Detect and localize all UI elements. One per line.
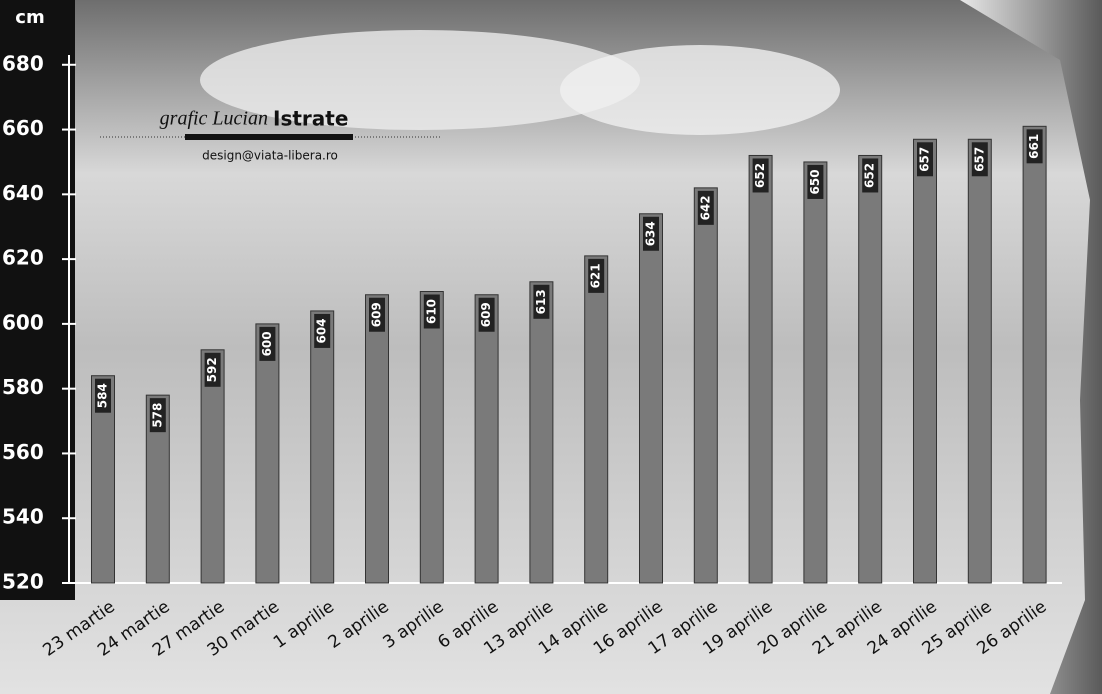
y-tick-label: 640 bbox=[2, 181, 44, 205]
y-tick-label: 580 bbox=[2, 375, 44, 399]
value-label-bg bbox=[423, 294, 440, 329]
credit-name: grafic Lucian bbox=[160, 108, 268, 130]
value-label-bg bbox=[752, 158, 769, 193]
bar bbox=[803, 161, 828, 584]
value-label: 634 bbox=[644, 221, 658, 246]
credit-surname: Istrate bbox=[273, 107, 348, 131]
value-label: 621 bbox=[589, 263, 603, 288]
value-label-bg bbox=[697, 190, 714, 225]
bar bbox=[255, 323, 280, 584]
value-label: 657 bbox=[972, 147, 986, 172]
value-label: 613 bbox=[534, 289, 548, 314]
value-label-bg bbox=[369, 297, 385, 332]
bar bbox=[91, 375, 115, 584]
cloud bbox=[200, 30, 640, 130]
value-label-bg bbox=[1026, 129, 1043, 164]
cloud bbox=[560, 45, 840, 135]
value-label: 609 bbox=[479, 302, 493, 327]
value-label-bg bbox=[95, 378, 111, 413]
y-axis-label: cm bbox=[15, 7, 44, 28]
bar bbox=[693, 187, 718, 584]
value-label: 600 bbox=[260, 331, 274, 356]
value-label: 652 bbox=[863, 163, 877, 188]
bar bbox=[967, 138, 992, 584]
bar bbox=[858, 154, 883, 584]
bar bbox=[310, 310, 335, 584]
bar bbox=[474, 294, 499, 584]
bar bbox=[913, 138, 937, 584]
value-label: 661 bbox=[1027, 134, 1041, 159]
y-tick-label: 680 bbox=[2, 51, 44, 75]
bar bbox=[584, 255, 609, 584]
value-label: 610 bbox=[424, 299, 438, 324]
bar bbox=[1022, 125, 1047, 584]
y-tick-label: 620 bbox=[2, 246, 44, 270]
value-label: 592 bbox=[205, 357, 219, 382]
value-label-bg bbox=[533, 284, 550, 319]
value-label-bg bbox=[149, 398, 166, 433]
value-label: 657 bbox=[918, 147, 932, 172]
value-label-bg bbox=[204, 352, 221, 387]
y-tick-label: 520 bbox=[2, 570, 44, 594]
value-label-bg bbox=[643, 216, 659, 251]
bar bbox=[529, 281, 554, 584]
value-label: 652 bbox=[753, 163, 767, 188]
value-label: 604 bbox=[315, 318, 329, 343]
value-label-bg bbox=[807, 164, 824, 199]
bar bbox=[639, 213, 663, 584]
y-tick-label: 560 bbox=[2, 440, 44, 464]
bar bbox=[419, 291, 444, 584]
value-label: 578 bbox=[150, 403, 164, 428]
credit-email: design@viata-libera.ro bbox=[202, 149, 338, 163]
value-label-bg bbox=[478, 297, 495, 332]
bar bbox=[748, 154, 773, 584]
value-label: 609 bbox=[370, 302, 384, 327]
value-label-bg bbox=[314, 313, 331, 348]
credit-bar bbox=[185, 134, 353, 140]
bar bbox=[200, 349, 225, 584]
value-label-bg bbox=[862, 158, 879, 193]
bar bbox=[365, 294, 389, 584]
value-label-bg bbox=[259, 326, 276, 361]
y-tick-label: 600 bbox=[2, 310, 44, 334]
y-tick-label: 540 bbox=[2, 505, 44, 529]
axis-strip bbox=[0, 0, 75, 600]
y-tick-label: 660 bbox=[2, 116, 44, 140]
bar bbox=[145, 394, 170, 584]
rock bbox=[960, 0, 1102, 694]
value-label: 650 bbox=[808, 169, 822, 194]
value-label: 642 bbox=[698, 195, 712, 220]
value-label-bg bbox=[588, 258, 605, 293]
value-label: 584 bbox=[96, 383, 110, 408]
value-label-bg bbox=[971, 142, 988, 177]
value-label-bg bbox=[917, 142, 933, 177]
